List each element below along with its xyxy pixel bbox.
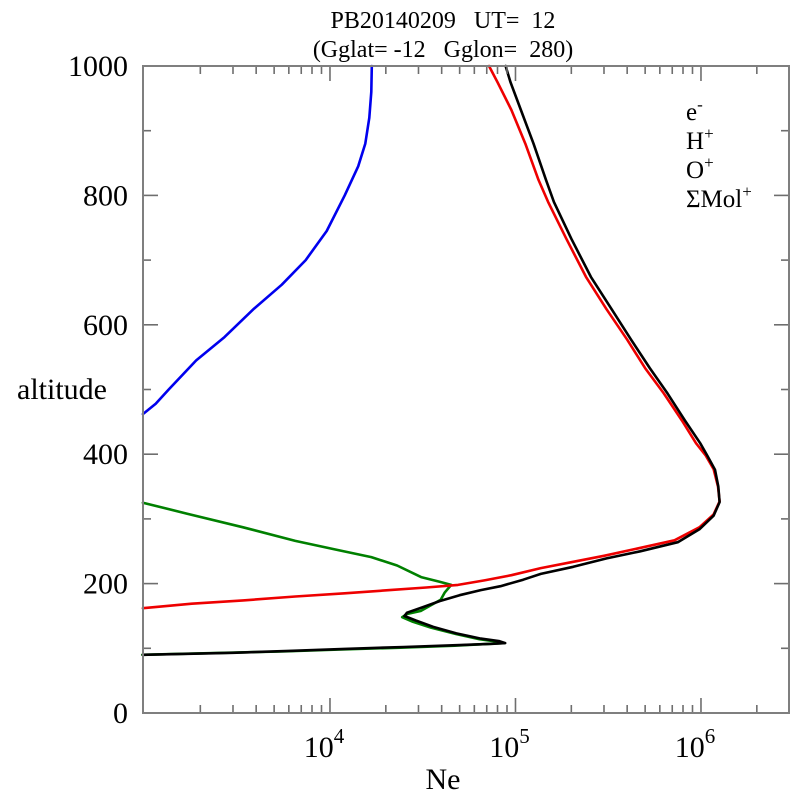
legend: e-H+O+ΣMol+ [686, 95, 752, 213]
tick-group [143, 65, 789, 714]
curve-group [141, 64, 721, 657]
legend-item-o: O+ [686, 153, 714, 184]
x-tick-label: 106 [675, 724, 716, 764]
curve-o [141, 64, 721, 610]
x-tick-label: 105 [489, 724, 530, 764]
chart-title-line2: (Gglat= -12 Gglon= 280) [313, 37, 573, 63]
y-tick-label: 0 [113, 697, 128, 730]
legend-item-h: H+ [686, 124, 714, 155]
legend-item-e: e- [686, 95, 703, 126]
curve-h [141, 64, 374, 416]
y-tick-label: 800 [83, 179, 128, 212]
chart-title-line1: PB20140209 UT= 12 [331, 8, 556, 34]
curve-e [141, 64, 721, 657]
y-tick-label: 1000 [68, 50, 128, 83]
plot-frame [142, 65, 790, 714]
y-axis-label: altitude [17, 373, 107, 406]
x-tick-label: 104 [304, 724, 345, 764]
x-axis-label: Ne [426, 763, 461, 795]
legend-item-mol: ΣMol+ [686, 182, 752, 213]
y-tick-label: 200 [83, 568, 128, 601]
tick-label-group: 0 200 400 600 800 1000 104 105 106 [68, 50, 715, 764]
y-tick-label: 400 [83, 438, 128, 471]
y-tick-label: 600 [83, 309, 128, 342]
